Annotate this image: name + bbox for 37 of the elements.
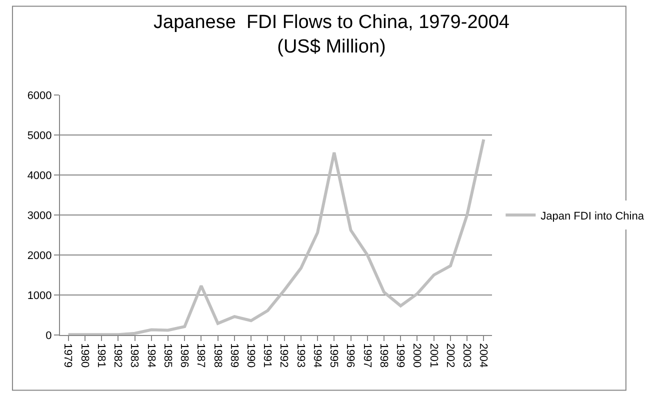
legend-label: Japan FDI into China <box>540 210 645 222</box>
y-tick-label: 0 <box>46 330 52 342</box>
x-tick-label: 1986 <box>178 343 190 368</box>
x-tick-label: 1988 <box>211 343 224 368</box>
y-tick-label: 3000 <box>27 210 52 222</box>
y-tick-label: 2000 <box>27 250 52 262</box>
x-tick-label: 1994 <box>310 343 323 368</box>
y-tick-label: 1000 <box>27 290 52 302</box>
chart-title: Japanese FDI Flows to China, 1979-2004 <box>154 12 510 33</box>
x-tick-label: 2002 <box>444 343 456 368</box>
x-tick-label: 1981 <box>94 343 107 368</box>
x-tick-label: 1984 <box>144 343 157 368</box>
chart-subtitle: (US$ Million) <box>277 36 386 58</box>
x-tick-label: 1993 <box>294 343 306 368</box>
x-tick-label: 1992 <box>278 343 290 368</box>
x-tick-label: 1996 <box>344 343 356 368</box>
x-tick-label: 1980 <box>78 343 90 368</box>
x-tick-label: 1979 <box>62 343 74 368</box>
x-tick-label: 1999 <box>394 343 406 368</box>
x-tick-label: 1985 <box>161 343 174 368</box>
x-tick-label: 1983 <box>128 343 140 368</box>
x-tick-label: 1989 <box>228 343 240 368</box>
x-tick-label: 1982 <box>112 343 124 368</box>
x-tick-label: 1998 <box>377 343 390 368</box>
x-tick-label: 1997 <box>360 343 373 368</box>
y-tick-label: 4000 <box>27 170 52 182</box>
x-tick-label: 2004 <box>477 343 490 368</box>
y-tick-label: 6000 <box>27 90 52 102</box>
x-tick-label: 2003 <box>460 343 473 368</box>
x-tick-label: 1990 <box>244 343 257 368</box>
y-tick-label: 5000 <box>27 130 52 142</box>
x-tick-label: 1991 <box>261 343 274 368</box>
line-series <box>66 138 486 335</box>
x-tick-label: 2001 <box>427 343 440 368</box>
x-tick-label: 1987 <box>194 343 207 368</box>
x-tick-label: 1995 <box>328 343 340 368</box>
x-tick-label: 2000 <box>410 343 423 368</box>
